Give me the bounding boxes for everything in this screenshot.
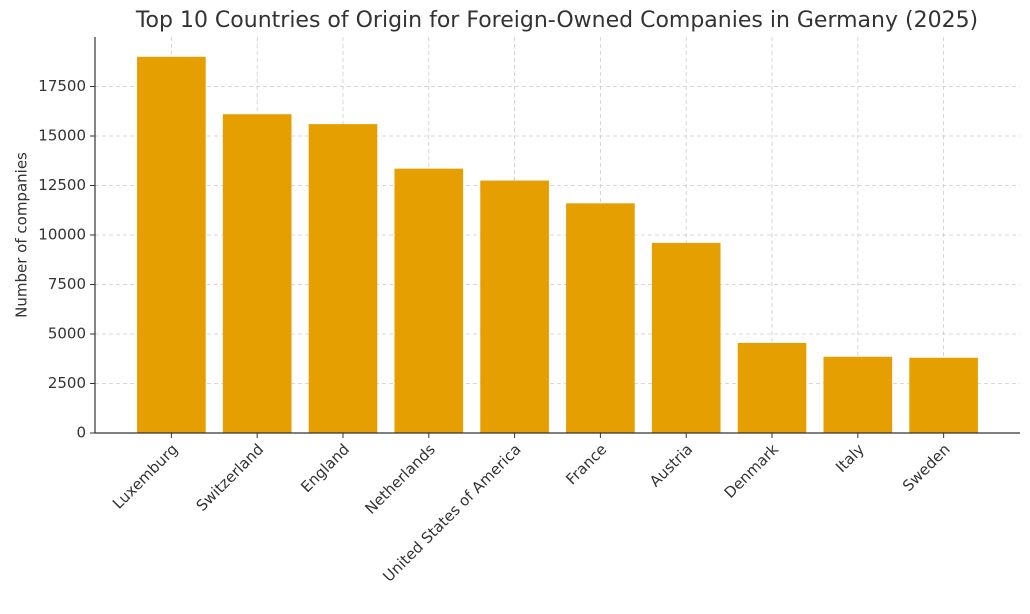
y-tick-label: 5000 <box>48 325 86 343</box>
bar <box>137 56 206 434</box>
y-axis-label: Number of companies <box>13 152 31 318</box>
x-tick-label: Switzerland <box>193 440 268 515</box>
x-tick-label: Italy <box>832 440 868 476</box>
bars <box>137 56 978 434</box>
bar <box>909 357 978 433</box>
bar <box>480 180 549 433</box>
bar <box>566 203 635 433</box>
bar <box>823 356 893 433</box>
y-tick-label: 7500 <box>48 275 86 293</box>
y-tick-label: 2500 <box>48 374 86 392</box>
bar <box>737 342 807 433</box>
bar <box>222 114 292 433</box>
x-tick-label: Luxemburg <box>109 440 181 512</box>
y-tick-label: 10000 <box>38 226 86 244</box>
x-tick-label: United States of America <box>379 440 524 585</box>
x-tick-label: Denmark <box>721 440 783 502</box>
y-tick-label: 0 <box>76 424 86 442</box>
x-tick-label: Sweden <box>899 440 954 495</box>
y-tick-label: 17500 <box>38 77 86 95</box>
x-tick-label: England <box>297 440 353 496</box>
x-tick-label: Austria <box>646 440 696 490</box>
y-tick-label: 12500 <box>38 176 86 194</box>
chart-title: Top 10 Countries of Origin for Foreign-O… <box>135 8 978 33</box>
y-tick-label: 15000 <box>38 127 86 145</box>
x-tick-label: Netherlands <box>361 440 439 518</box>
bar <box>651 242 721 433</box>
bar <box>308 124 378 434</box>
x-tick-label: France <box>562 440 610 488</box>
bar <box>394 168 464 434</box>
